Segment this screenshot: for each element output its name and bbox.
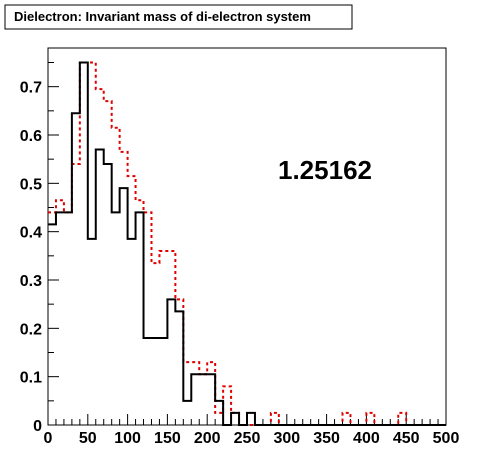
y-tick-label: 0.7: [20, 80, 42, 97]
x-tick-label: 0: [44, 430, 53, 447]
x-tick-label: 500: [433, 430, 460, 447]
y-tick-label: 0.2: [20, 321, 42, 338]
x-axis-tick-labels: 0 50 100 150 200 250 300 350 400 450 500: [44, 430, 460, 447]
y-tick-label: 0: [33, 418, 42, 435]
chart-title: Dielectron: Invariant mass of di-electro…: [14, 9, 311, 24]
y-tick-label: 0.4: [20, 225, 42, 242]
x-tick-label: 400: [353, 430, 380, 447]
annotation-value: 1.25162: [278, 155, 372, 185]
series-layer: [48, 61, 446, 426]
x-tick-label: 200: [194, 430, 221, 447]
y-axis-tick-labels: 0 0.1 0.2 0.3 0.4 0.5 0.6 0.7: [20, 80, 42, 435]
x-tick-label: 50: [79, 430, 97, 447]
x-tick-label: 250: [234, 430, 261, 447]
x-tick-label: 450: [393, 430, 420, 447]
x-tick-label: 150: [154, 430, 181, 447]
x-tick-label: 100: [114, 430, 141, 447]
x-tick-label: 350: [313, 430, 340, 447]
y-tick-label: 0.1: [20, 370, 42, 387]
x-tick-label: 300: [273, 430, 300, 447]
y-tick-label: 0.5: [20, 176, 42, 193]
series-black-histogram: [48, 61, 446, 426]
series-red-dashed-histogram: [48, 61, 446, 426]
axis-ticks: [47, 62, 447, 426]
plot-frame: [47, 47, 447, 426]
y-tick-label: 0.6: [20, 128, 42, 145]
title-box: [4, 4, 353, 30]
y-tick-label: 0.3: [20, 273, 42, 290]
